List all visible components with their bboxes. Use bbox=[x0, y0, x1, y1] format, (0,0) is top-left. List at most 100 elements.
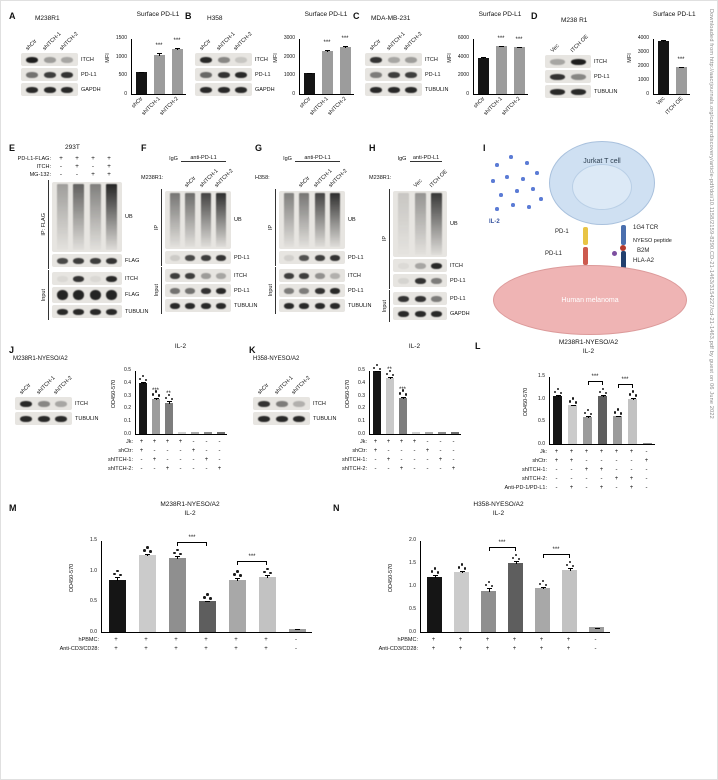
lane-label: shCtr bbox=[24, 38, 38, 52]
blot-row: TUBULIN bbox=[165, 299, 258, 312]
y-tick-label: 0 bbox=[124, 91, 127, 97]
antibody-label: IgG bbox=[397, 155, 407, 162]
band-label: PD-L1 bbox=[348, 254, 364, 261]
significance-bracket: *** bbox=[237, 554, 267, 566]
grid-symbol: + bbox=[539, 636, 544, 643]
blot-row: ITCH bbox=[279, 269, 372, 282]
significance-marker: *** bbox=[677, 57, 685, 64]
bar bbox=[398, 398, 407, 434]
y-tick-label: 0.0 bbox=[538, 441, 545, 447]
grid-symbol: + bbox=[629, 448, 634, 455]
blot-band-box bbox=[165, 269, 231, 282]
y-tick-label: 0.5 bbox=[409, 606, 416, 612]
panel-letter: G bbox=[255, 143, 263, 153]
data-point bbox=[583, 411, 586, 415]
bar bbox=[228, 579, 246, 632]
blot-band-box bbox=[52, 254, 122, 267]
grid-symbol: - bbox=[555, 466, 558, 473]
grid-symbol: + bbox=[512, 645, 517, 652]
error-bar bbox=[175, 556, 180, 560]
band bbox=[404, 86, 417, 93]
bar bbox=[583, 416, 592, 444]
bar bbox=[151, 399, 160, 434]
band bbox=[89, 257, 101, 264]
grid-symbol: + bbox=[458, 645, 463, 652]
blot-band-box bbox=[545, 55, 591, 68]
band bbox=[26, 56, 39, 63]
grid-symbol: + bbox=[554, 448, 559, 455]
y-tick-label: 500 bbox=[118, 72, 127, 79]
data-point bbox=[457, 566, 460, 569]
blot-band-box bbox=[21, 53, 78, 66]
western-blot: shCtr shITCH-1 shITCH-2 ITCH TUBULIN bbox=[253, 369, 337, 427]
band bbox=[329, 287, 340, 294]
blot-group: Input ITCH PD-L1 TUBULIN bbox=[153, 267, 258, 314]
data-point bbox=[484, 583, 487, 587]
hla-label: HLA-A2 bbox=[633, 258, 655, 264]
band bbox=[170, 272, 181, 279]
bar bbox=[675, 67, 687, 94]
y-axis-ticks: 0 500 1000 1500 bbox=[105, 36, 130, 97]
y-tick-label: 1.0 bbox=[90, 567, 97, 574]
condition-grid: hPBMC: + + + + + + - Anti-CD3/CD28: + + + + + + - bbox=[379, 635, 609, 653]
band-label: TUBULIN bbox=[125, 308, 149, 315]
error-bar bbox=[661, 40, 666, 42]
band bbox=[234, 56, 247, 63]
antibody-label: anti-PD-L1 bbox=[295, 155, 340, 162]
bar-chart: OD450-570 0.0 0.5 1.0 1.5 *** *** hPBMC: + + + + + + -… bbox=[60, 523, 312, 653]
band-label: GAPDH bbox=[255, 86, 275, 93]
grid-symbol: + bbox=[165, 465, 170, 472]
blot-ub-smear bbox=[165, 191, 231, 249]
blot-band-box bbox=[393, 274, 447, 287]
y-tick-label: 0.4 bbox=[358, 379, 365, 386]
error-bar bbox=[499, 45, 504, 48]
grid-symbol: - bbox=[192, 456, 195, 463]
band bbox=[414, 310, 426, 317]
bar bbox=[657, 40, 669, 94]
band bbox=[57, 257, 69, 264]
grid-row-label: shITCH-1: bbox=[341, 456, 367, 463]
smear-lane bbox=[215, 193, 226, 247]
il2-molecule-icon bbox=[527, 205, 531, 209]
lane-label: shITCH-2 bbox=[52, 375, 74, 396]
bar bbox=[171, 49, 183, 94]
y-tick-label: 3000 bbox=[637, 49, 649, 55]
error-bar bbox=[175, 47, 180, 51]
y-axis-ticks: 0 1000 2000 3000 4000 bbox=[627, 36, 652, 97]
significance-marker: *** bbox=[155, 43, 163, 50]
blot-row: GAPDH bbox=[195, 83, 275, 96]
bar bbox=[321, 51, 333, 94]
band bbox=[37, 400, 50, 407]
data-point bbox=[113, 572, 116, 576]
grid-symbol: + bbox=[234, 645, 238, 652]
blot-row: PD-L1 bbox=[393, 274, 466, 287]
grid-symbol: + bbox=[114, 645, 118, 652]
y-tick-label: 0.0 bbox=[90, 629, 97, 635]
blot-group: IP UB PD-L1 bbox=[153, 189, 258, 266]
band bbox=[284, 254, 295, 261]
grid-symbol: - bbox=[153, 447, 156, 454]
grid-symbol: + bbox=[152, 438, 157, 445]
lane-label: shITCH-2 bbox=[232, 31, 254, 52]
blot-band-box bbox=[52, 287, 122, 303]
condition-symbol: + bbox=[75, 154, 79, 162]
band bbox=[54, 415, 67, 422]
il2-molecule-icon bbox=[505, 175, 509, 179]
band bbox=[329, 272, 340, 279]
error-bar bbox=[600, 395, 606, 398]
bar bbox=[628, 398, 637, 444]
plot-area: OD450-570 0.0 0.5 1.0 1.5 *** *** bbox=[69, 523, 312, 635]
il2-molecule-icon bbox=[511, 203, 515, 207]
il2-dots bbox=[485, 145, 545, 217]
blot-row: TUBULIN bbox=[545, 85, 618, 98]
band bbox=[43, 86, 56, 93]
plot-area: MFI 0 1000 2000 3000 4000 *** bbox=[627, 21, 690, 97]
smear-lane bbox=[170, 193, 181, 247]
grid-symbol: - bbox=[205, 465, 208, 472]
blot-band-box bbox=[165, 299, 231, 312]
chart-header: M238R1-NYESO/A2 IL-2 bbox=[523, 339, 654, 357]
blot-row: ITCH bbox=[365, 53, 449, 66]
band bbox=[284, 272, 295, 279]
group-label: Input bbox=[41, 288, 47, 302]
bar-chart: OD450-570 0.0 0.5 1.0 1.5 *** *** Jk: + + + + + + - shC… bbox=[505, 359, 655, 492]
